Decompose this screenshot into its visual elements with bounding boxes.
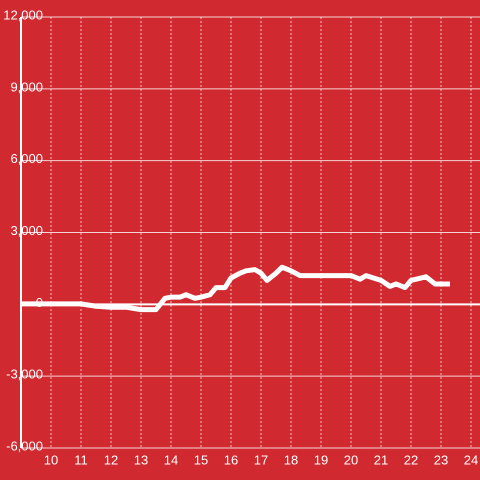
x-tick-label: 13 [134,452,148,467]
x-tick-label: 16 [224,452,238,467]
y-tick-label: 6,000 [10,151,43,166]
x-tick-label: 11 [74,452,88,467]
x-tick-label: 23 [434,452,448,467]
x-tick-label: 18 [284,452,298,467]
y-tick-label: 12,000 [3,7,43,22]
y-tick-label: 3,000 [10,223,43,238]
y-tick-label: -6,000 [6,438,43,453]
x-tick-label: 21 [374,452,388,467]
x-tick-label: 14 [164,452,178,467]
x-tick-label: 22 [404,452,418,467]
x-tick-label: 12 [104,452,118,467]
x-tick-label: 19 [314,452,328,467]
x-tick-label: 24 [464,452,478,467]
data-line [21,264,450,313]
x-tick-label: 17 [254,452,268,467]
y-tick-label: -3,000 [6,367,43,382]
y-tick-label: 9,000 [10,79,43,94]
x-tick-label: 15 [194,452,208,467]
x-tick-label: 10 [44,452,58,467]
x-tick-label: 20 [344,452,358,467]
